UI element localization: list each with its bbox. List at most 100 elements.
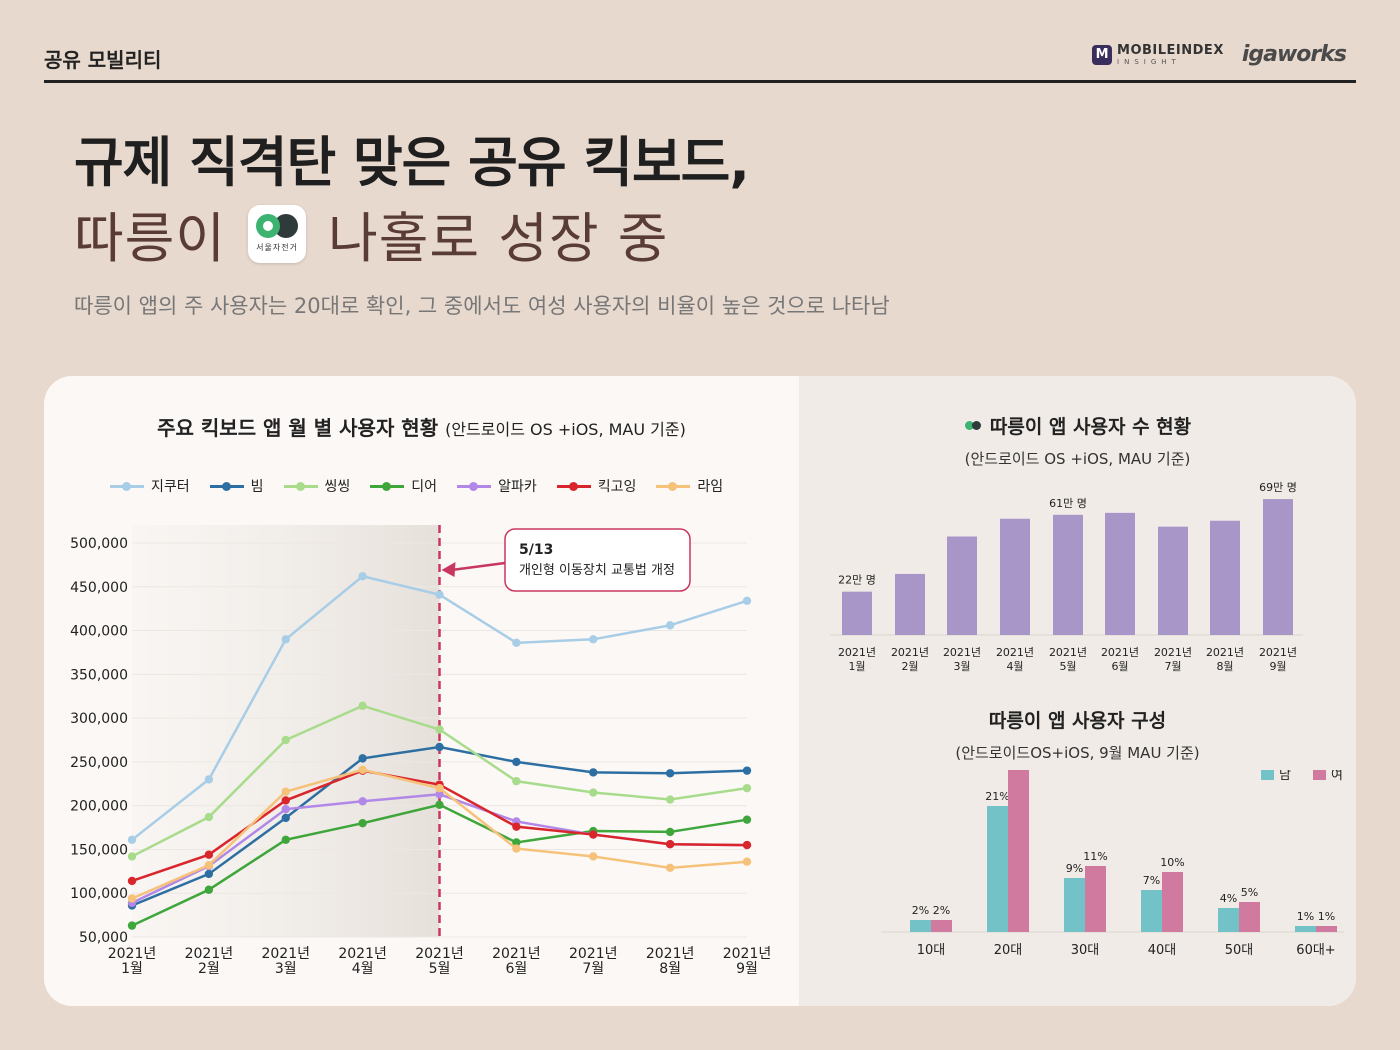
annotation-arrow-icon	[441, 562, 456, 577]
y-tick-label: 450,000	[70, 580, 128, 596]
headline-line1: 규제 직격탄 맞은 공유 킥보드,	[74, 131, 750, 194]
demo-bar	[1218, 908, 1239, 932]
data-point	[435, 783, 444, 793]
demo-legend-swatch	[1313, 770, 1326, 780]
legend-label: 씽씽	[324, 479, 351, 495]
data-point	[127, 835, 137, 845]
demo-bar	[1239, 902, 1260, 932]
data-point	[742, 596, 752, 605]
igaworks-logo: igaworks	[1241, 42, 1347, 67]
demo-bar	[910, 920, 931, 932]
bar-chart-title: 따릉이 앱 사용자 수 현황	[799, 412, 1356, 439]
data-point	[665, 827, 675, 837]
bar-chart-subtitle: (안드로이드 OS +iOS, MAU 기준)	[964, 450, 1191, 468]
line-chart: 50,000 100,000 150,000 200,000 250,000 300,00…	[70, 525, 771, 977]
mau-x-label: 2021년 7월	[1154, 646, 1192, 673]
page-subtitle: 따릉이 앱의 주 사용자는 20대로 확인, 그 중에서도 여성 사용자의 비율…	[74, 294, 890, 318]
data-point	[742, 840, 752, 850]
data-point	[512, 844, 521, 853]
data-point	[435, 790, 444, 799]
data-point	[358, 572, 367, 581]
demo-legend-swatch	[1261, 770, 1274, 780]
x-tick-label: 2021년 7월	[569, 946, 618, 977]
data-point	[589, 830, 598, 839]
data-point	[204, 869, 214, 879]
data-point	[665, 795, 675, 804]
legend-item: 디어	[370, 476, 437, 496]
data-point	[204, 850, 214, 859]
pre-regulation-shade	[132, 525, 440, 937]
y-tick-label: 250,000	[70, 755, 128, 771]
data-point	[435, 725, 444, 734]
data-point	[358, 797, 367, 806]
mau-bar	[1158, 526, 1188, 635]
data-point	[589, 852, 598, 861]
mau-x-label: 2021년 4월	[996, 646, 1034, 673]
mobileindex-text: MOBILEINDEX	[1117, 42, 1224, 58]
mau-x-label: 2021년 6월	[1101, 646, 1139, 673]
demo-value-label: 10%	[1160, 856, 1184, 869]
demo-bar	[1316, 926, 1337, 932]
data-point	[665, 839, 675, 849]
data-point	[512, 822, 521, 831]
data-point	[281, 796, 290, 805]
logos: M MOBILEINDEX INSIGHT igaworks	[1092, 42, 1347, 67]
demo-value-label: 4%	[1220, 892, 1237, 905]
data-point	[742, 857, 752, 866]
demo-value-label: 21%	[985, 790, 1009, 803]
data-point	[358, 818, 367, 828]
legend-label: 라임	[697, 479, 724, 495]
data-point	[589, 768, 598, 777]
mobileindex-logo: M MOBILEINDEX INSIGHT	[1092, 44, 1224, 66]
data-point	[665, 769, 675, 778]
y-tick-label: 400,000	[70, 624, 128, 640]
x-tick-label: 2021년 3월	[261, 946, 310, 977]
annotation-arrow-line	[451, 561, 506, 572]
demo-value-label: 11%	[1083, 850, 1107, 863]
legend-item: 씽씽	[283, 476, 351, 496]
data-point	[435, 800, 444, 809]
legend-item: 킥고잉	[556, 476, 637, 496]
x-tick-label: 2021년 8월	[646, 946, 695, 977]
legend-label: 빔	[250, 479, 264, 495]
demo-legend-label: 남	[1279, 770, 1291, 783]
y-tick-label: 200,000	[70, 799, 128, 815]
data-point	[204, 885, 214, 894]
demo-value-label: 7%	[1143, 874, 1160, 887]
x-tick-label: 2021년 2월	[185, 946, 234, 977]
annotation-text: 개인형 이동장치 교통법 개정	[519, 563, 675, 578]
annotation-box	[504, 528, 691, 592]
data-point	[358, 765, 367, 774]
demo-value-label: 1%	[1318, 910, 1335, 923]
demo-bar	[1008, 770, 1029, 932]
mau-x-label: 2021년 9월	[1259, 646, 1297, 673]
demo-value-label: 1%	[1297, 910, 1314, 923]
annotation-date: 5/13	[519, 542, 553, 558]
data-point	[281, 635, 290, 644]
x-tick-label: 2021년 1월	[108, 946, 157, 977]
x-tick-label: 2021년 4월	[338, 946, 387, 977]
mobileindex-mark-icon: M	[1092, 44, 1113, 65]
legend-item: 빔	[209, 476, 264, 496]
demo-x-label: 50대	[1225, 943, 1254, 958]
data-point	[742, 783, 752, 793]
data-point	[435, 590, 444, 599]
data-point	[281, 835, 290, 845]
demographic-bar-chart: 2%2%10대21%27%20대9%11%30대7%10%40대4%5%50대1…	[881, 770, 1344, 958]
data-point	[204, 812, 214, 822]
demo-value-label: 5%	[1241, 886, 1258, 899]
data-point	[512, 838, 521, 847]
demo-x-label: 10대	[917, 943, 946, 958]
legend-label: 킥고잉	[597, 479, 637, 495]
mau-bar	[895, 573, 925, 635]
headline-suffix: 나홀로 성장 중	[328, 207, 669, 270]
mau-bar	[1263, 499, 1293, 635]
mau-bar	[842, 591, 872, 635]
mau-value-label: 61만 명	[1049, 497, 1087, 510]
demo-chart-subtitle: (안드로이드OS+iOS, 9월 MAU 기준)	[955, 744, 1200, 762]
mau-x-label: 2021년 1월	[838, 646, 876, 673]
y-tick-label: 500,000	[70, 536, 128, 552]
y-tick-label: 350,000	[70, 667, 128, 683]
data-point	[358, 701, 367, 711]
ttareungi-mini-icon	[964, 419, 984, 435]
